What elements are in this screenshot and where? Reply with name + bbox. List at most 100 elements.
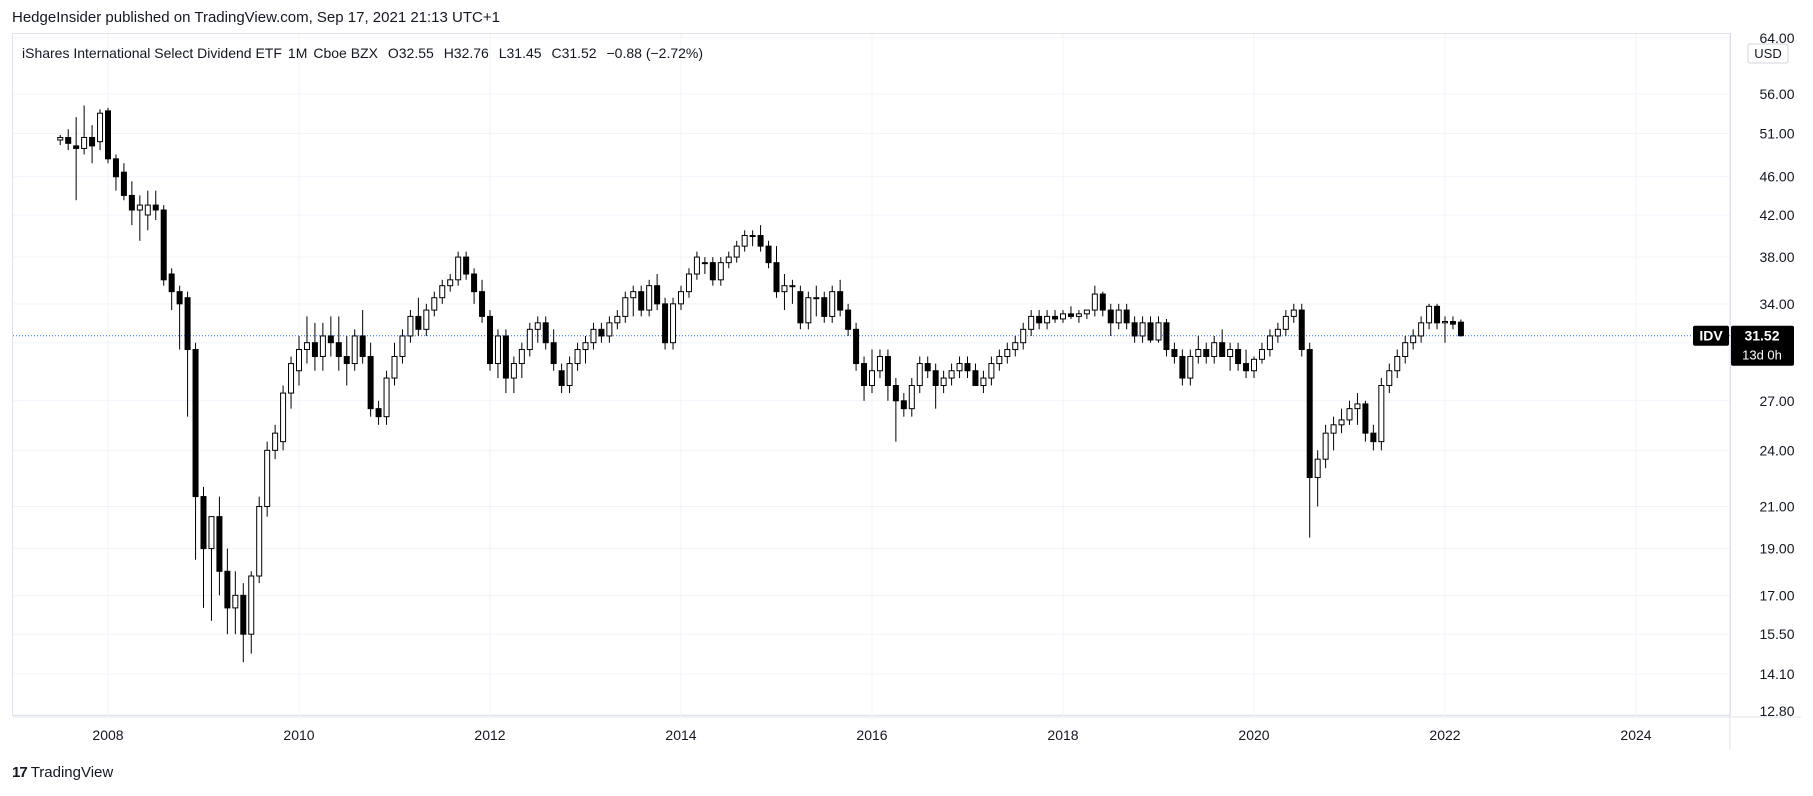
candle-body [725, 256, 732, 264]
candle-body [861, 363, 868, 386]
candle-body [327, 335, 334, 344]
candle-body [741, 235, 748, 247]
time-axis-label: 2022 [1429, 727, 1460, 743]
candle-body [288, 363, 295, 394]
candle-body [1211, 342, 1218, 357]
candle-body [1203, 349, 1210, 357]
candle-body [1442, 321, 1448, 324]
candle-body [709, 262, 716, 281]
candle-body [900, 400, 907, 410]
candle-body [1346, 408, 1353, 421]
candle-body [908, 384, 915, 410]
candle-body [884, 355, 891, 386]
candle-body [518, 349, 525, 365]
candle-body [471, 273, 478, 293]
candle-body [1067, 313, 1074, 317]
candle-body [240, 594, 247, 635]
time-axis-label: 2018 [1047, 727, 1078, 743]
candle-body [598, 328, 605, 337]
candle-body [614, 315, 621, 324]
candle-body [797, 291, 804, 324]
candle-body [574, 349, 581, 365]
symbol-legend: iShares International Select Dividend ET… [22, 45, 709, 61]
candle-body [97, 112, 104, 143]
candle-body [1274, 328, 1281, 337]
price-axis-label: 19.00 [1759, 541, 1794, 557]
candle-body [550, 342, 557, 365]
candle-body [829, 291, 836, 317]
candle-body [1123, 309, 1130, 324]
price-axis-label: 64.00 [1759, 30, 1794, 46]
candle-body [1115, 309, 1122, 324]
candle-body [375, 408, 382, 418]
candle-body [749, 235, 756, 238]
time-axis-label: 2024 [1620, 727, 1651, 743]
candle-body [1012, 342, 1019, 351]
candle-body [685, 273, 692, 293]
candle-body [622, 297, 629, 317]
candle-body [1338, 419, 1345, 426]
candle-body [869, 370, 875, 386]
candle-body [1147, 322, 1154, 341]
candle-body [65, 136, 72, 144]
candle-body [1314, 458, 1321, 478]
candle-body [1426, 305, 1433, 324]
candle-body [940, 377, 947, 386]
candle-body [1171, 349, 1178, 357]
publisher-caption: HedgeInsider published on TradingView.co… [12, 9, 500, 26]
candle-body [248, 575, 255, 635]
candle-body [487, 315, 493, 365]
candle-body [566, 363, 573, 386]
candle-body [216, 516, 223, 572]
candle-body [606, 322, 613, 337]
candle-body [1290, 309, 1297, 317]
time-axis-label: 2010 [283, 727, 314, 743]
candle-body [105, 110, 111, 160]
legend-interval: 1M [287, 45, 308, 61]
last-price-value: 31.52 [1744, 328, 1779, 344]
candle-body [646, 285, 653, 311]
candle-body [1434, 305, 1441, 324]
candle-body [343, 355, 350, 365]
candle-body [1370, 432, 1377, 443]
candle-body [1402, 342, 1409, 357]
footer-brand-name[interactable]: TradingView [30, 764, 114, 781]
candle-body [765, 245, 772, 264]
candle-body [534, 322, 541, 330]
candle-body [256, 505, 263, 577]
candle-body [160, 209, 167, 281]
candle-body [1386, 370, 1393, 386]
candle-body [558, 370, 565, 386]
candle-body [455, 256, 462, 281]
price-axis-label: 51.00 [1759, 125, 1794, 141]
candle-body [1449, 321, 1456, 325]
candle-body [1044, 315, 1051, 324]
candle-body [662, 303, 669, 344]
candle-body [415, 315, 422, 330]
candle-body [81, 136, 88, 149]
candle-body [654, 285, 661, 305]
candle-body [1139, 322, 1146, 337]
candle-body [1036, 315, 1043, 324]
candle-body [813, 297, 820, 300]
currency-badge[interactable] [1747, 43, 1789, 64]
candle-body [892, 384, 899, 402]
candle-body [383, 377, 390, 418]
footer-branding: 17 TradingView [12, 764, 113, 781]
candle-body [1354, 403, 1361, 410]
candle-body [1306, 349, 1313, 478]
price-axis-label: 24.00 [1759, 442, 1794, 458]
candle-body [582, 342, 589, 351]
price-axis-label: 56.00 [1759, 86, 1794, 102]
candle-body [924, 363, 931, 372]
candle-body [1266, 335, 1273, 351]
candle-body [964, 363, 971, 372]
candle-body [1322, 432, 1329, 460]
candle-body [272, 432, 279, 451]
currency-label: USD [1754, 46, 1781, 61]
candle-body [932, 370, 939, 386]
candle-body [439, 285, 446, 299]
price-axis-label: 34.00 [1759, 296, 1794, 312]
candle-body [916, 363, 923, 386]
